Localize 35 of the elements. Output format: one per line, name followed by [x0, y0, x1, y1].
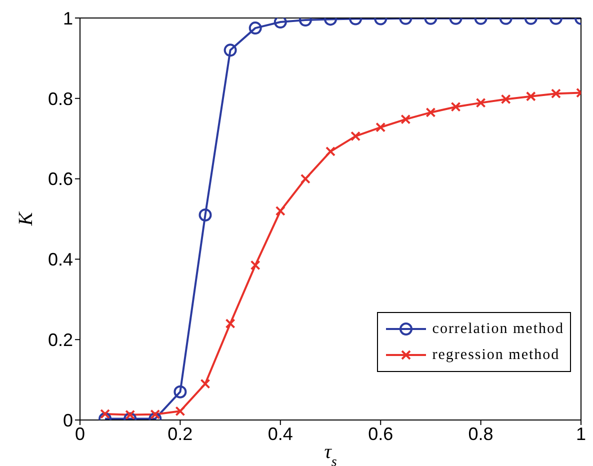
x-axis-title: τ$_{s}$: [324, 441, 338, 466]
point: [175, 406, 186, 416]
x-tick-label: 1: [576, 424, 586, 444]
legend-label: regression method: [432, 346, 560, 364]
point: [550, 88, 561, 99]
legend-label: correlation method: [432, 320, 564, 338]
x-tick-label: 0.2: [168, 424, 193, 444]
point: [500, 94, 511, 104]
point: [476, 98, 486, 108]
x-tick-label: 0.4: [268, 424, 293, 444]
point: [125, 410, 136, 420]
y-tick-label: 0: [62, 410, 73, 430]
y-tick-label: 0.2: [48, 330, 73, 350]
point: [300, 174, 310, 184]
point: [100, 408, 110, 419]
y-tick-label: 0.4: [48, 250, 73, 270]
y-tick-label: 1: [62, 8, 73, 28]
point: [350, 131, 361, 142]
y-tick-label: 0.6: [48, 169, 73, 190]
point: [450, 102, 461, 112]
point: [200, 378, 210, 389]
point: [198, 208, 212, 222]
x-tick-label: 0.6: [368, 424, 394, 444]
point: [326, 146, 336, 156]
x-tick-label: 0.8: [468, 424, 494, 444]
point: [150, 409, 160, 420]
point: [275, 206, 286, 216]
point: [174, 385, 187, 398]
y-tick-label: 0.8: [48, 88, 73, 109]
point: [250, 260, 260, 270]
point: [225, 318, 236, 329]
y-axis-title: K: [15, 210, 37, 227]
point: [400, 114, 411, 124]
point: [274, 18, 287, 29]
point: [376, 122, 386, 132]
